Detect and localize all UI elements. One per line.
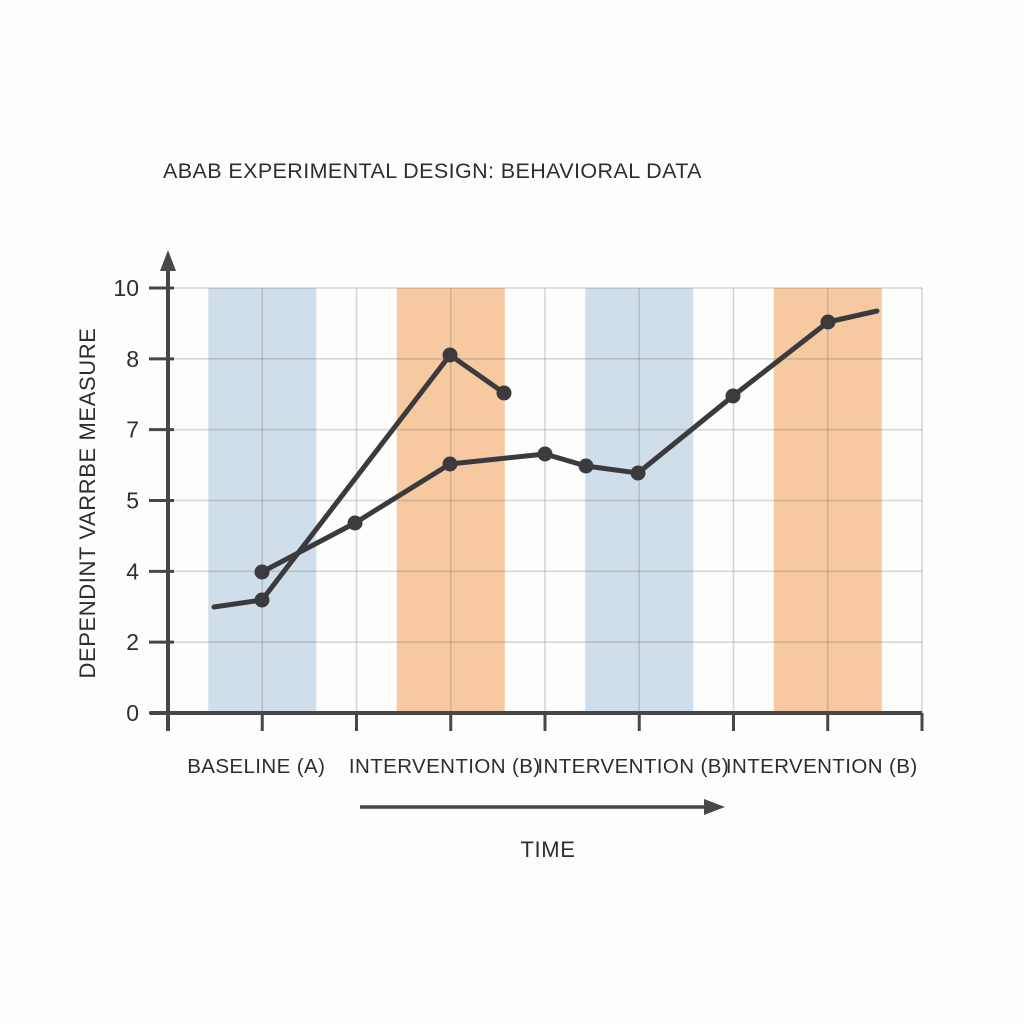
phase-band-1-blue: [208, 288, 317, 713]
y-tick-labels: 10 8 7 5 4 2 0: [113, 275, 139, 726]
series-2-point-0: [254, 564, 270, 580]
y-tick-label-2: 2: [126, 629, 139, 655]
series-2-point-1: [347, 515, 363, 531]
time-arrowhead-icon: [704, 799, 725, 815]
series-1-point-3: [496, 385, 512, 401]
y-tick-label-5: 5: [126, 488, 139, 514]
x-phase-label-4: INTERVENTION (B): [726, 755, 918, 778]
x-phase-label-1: BASELINE (A): [187, 755, 325, 778]
series-2-point-5: [630, 465, 646, 481]
time-axis-label: TIME: [520, 837, 576, 862]
chart-title: ABAB EXPERIMENTAL DESIGN: BEHAVIORAL DAT…: [163, 159, 702, 183]
y-axis-arrowhead-icon: [160, 250, 176, 271]
series-2-point-6: [725, 388, 741, 404]
data-series: [211, 308, 880, 610]
phase-band-4-orange: [773, 288, 882, 713]
y-tick-label-0: 0: [126, 700, 139, 726]
x-phase-label-3: INTERVENTION (B): [537, 755, 729, 778]
series-2-point-2: [442, 456, 458, 472]
y-tick-label-10: 10: [113, 275, 139, 301]
y-tick-label-8: 8: [126, 346, 139, 372]
gridlines: [168, 287, 923, 713]
x-phase-label-2: INTERVENTION (B): [349, 755, 541, 778]
series-2-point-4: [578, 458, 594, 474]
time-arrow: [360, 799, 725, 815]
y-tick-label-7: 7: [126, 417, 139, 443]
series-2-point-7: [820, 314, 836, 330]
series-1-line: [211, 352, 507, 610]
series-2-point-3: [537, 446, 553, 462]
series-1-point-2: [442, 347, 458, 363]
phase-band-3-blue: [585, 288, 694, 713]
y-tick-label-4: 4: [126, 558, 139, 584]
x-phase-labels: BASELINE (A) INTERVENTION (B)INTERVENTION…: [187, 755, 917, 778]
axes: [149, 250, 924, 731]
series-1-point-1: [254, 592, 270, 608]
phase-bands: [208, 288, 882, 713]
